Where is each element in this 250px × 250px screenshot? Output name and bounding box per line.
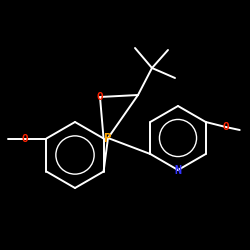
Text: O: O [222,122,229,132]
Text: N: N [174,164,182,176]
Text: O: O [21,134,28,143]
Text: P: P [104,132,112,144]
Text: O: O [96,92,103,102]
